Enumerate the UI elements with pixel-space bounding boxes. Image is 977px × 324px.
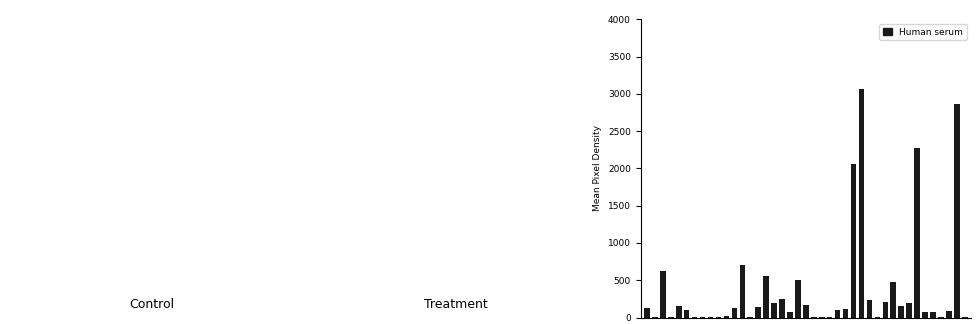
Bar (834, 310, 839, 318)
Bar (898, 307, 903, 318)
Bar (763, 276, 768, 318)
Bar (652, 317, 657, 318)
Bar (794, 280, 800, 318)
Bar (786, 312, 792, 318)
Bar (644, 308, 649, 318)
Bar (850, 164, 856, 318)
Bar (691, 317, 697, 318)
Bar (913, 148, 919, 318)
Text: Control: Control (129, 298, 175, 311)
Bar (906, 303, 911, 318)
Bar (723, 316, 729, 318)
Bar (700, 317, 704, 318)
Bar (779, 299, 784, 318)
Bar (954, 104, 958, 318)
Bar (937, 317, 943, 318)
Bar (945, 311, 951, 318)
Bar (827, 317, 831, 318)
Bar (961, 317, 966, 318)
Bar (731, 308, 737, 318)
Bar (771, 303, 776, 318)
Bar (715, 317, 720, 318)
Bar (810, 317, 816, 318)
Bar (929, 312, 935, 318)
Bar (890, 283, 895, 318)
Bar (746, 317, 752, 318)
Bar (866, 300, 871, 318)
Bar (683, 310, 689, 318)
Bar (739, 265, 744, 318)
Bar (754, 307, 760, 318)
Bar (842, 309, 847, 318)
Bar (858, 89, 864, 318)
Bar (659, 271, 665, 318)
Bar (921, 312, 927, 318)
Bar (873, 317, 879, 318)
Text: Treatment: Treatment (424, 298, 488, 311)
Y-axis label: Mean Pixel Density: Mean Pixel Density (593, 125, 602, 212)
Bar (675, 307, 681, 318)
Bar (818, 317, 824, 318)
Legend: Human serum: Human serum (878, 24, 965, 40)
Bar (667, 317, 673, 318)
Bar (707, 317, 712, 318)
Bar (802, 305, 808, 318)
Bar (881, 302, 887, 318)
